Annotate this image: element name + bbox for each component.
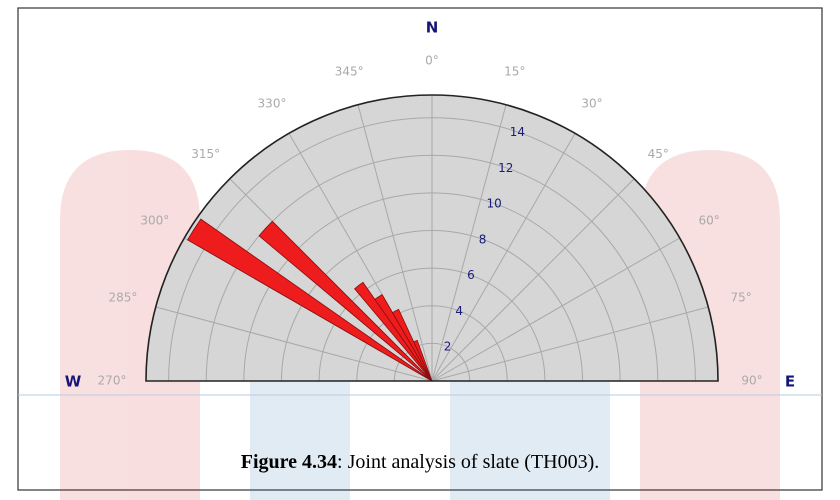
theta-tick-label: 15°: [504, 64, 525, 78]
theta-tick-label: 90°: [741, 374, 762, 388]
theta-tick-label: 0°: [425, 54, 439, 68]
grid-spoke: [431, 178, 635, 382]
rose-petal: [374, 294, 433, 382]
grid-spoke: [431, 237, 680, 382]
grid-spoke: [431, 104, 507, 382]
theta-tick-label: 330°: [258, 96, 287, 110]
r-tick-label: 8: [479, 232, 487, 246]
r-tick-label: 12: [498, 161, 513, 175]
r-tick-label: 2: [444, 340, 452, 354]
grid-spoke: [431, 133, 576, 382]
east-label: E: [785, 373, 795, 391]
r-tick-label: 10: [487, 197, 502, 211]
rose-petal: [413, 339, 433, 382]
north-label: N: [426, 19, 439, 37]
caption: Figure 4.34: Joint analysis of slate (TH…: [241, 451, 599, 473]
theta-tick-label: 270°: [98, 374, 127, 388]
grid-spoke: [357, 104, 433, 382]
plot: 270° 285° 300° 315° 330° 345° 0° 15° 30° 45° 60° 75…: [98, 54, 763, 388]
theta-tick-label: 345°: [335, 64, 364, 78]
theta-tick-label: 45°: [648, 147, 669, 161]
theta-tick-label: 300°: [140, 214, 169, 228]
rose-petal: [187, 218, 433, 382]
caption-label: Figure 4.34: [241, 451, 337, 473]
rose-petal: [391, 308, 433, 382]
r-tick-label: 4: [455, 304, 463, 318]
theta-tick-label: 30°: [581, 96, 602, 110]
theta-tick-label: 315°: [191, 147, 220, 161]
grid-spoke: [431, 306, 709, 382]
theta-tick-label: 60°: [698, 214, 719, 228]
rose-petal: [354, 281, 433, 382]
rose-petal: [258, 220, 433, 382]
theta-tick-label: 75°: [730, 291, 751, 305]
r-tick-label: 14: [510, 125, 525, 139]
plot-border: [145, 94, 719, 382]
theta-tick-label: 285°: [108, 291, 137, 305]
grid-spoke: [155, 306, 433, 382]
r-tick-label: 6: [467, 268, 475, 282]
west-label: W: [65, 373, 82, 391]
caption-text: : Joint analysis of slate (TH003).: [337, 451, 599, 473]
